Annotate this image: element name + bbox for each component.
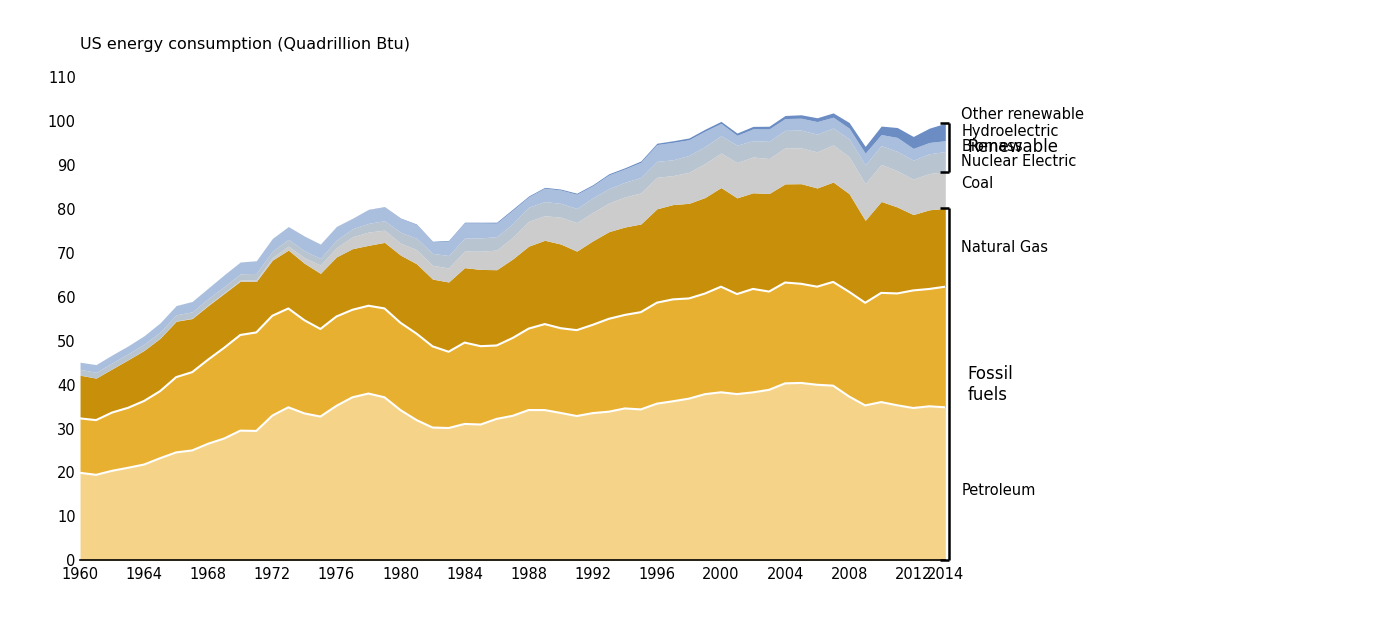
- Text: Coal: Coal: [962, 176, 994, 191]
- Text: Fossil
fuels: Fossil fuels: [967, 365, 1013, 404]
- Text: Natural Gas: Natural Gas: [962, 240, 1049, 255]
- Text: Biomass: Biomass: [962, 138, 1023, 154]
- Text: Nuclear Electric: Nuclear Electric: [962, 154, 1076, 169]
- Text: Renewable: Renewable: [967, 138, 1058, 156]
- Text: Hydroelectric: Hydroelectric: [962, 124, 1058, 140]
- Text: US energy consumption (Quadrillion Btu): US energy consumption (Quadrillion Btu): [80, 37, 410, 52]
- Text: Other renewable: Other renewable: [962, 107, 1085, 122]
- Text: Petroleum: Petroleum: [962, 483, 1036, 498]
